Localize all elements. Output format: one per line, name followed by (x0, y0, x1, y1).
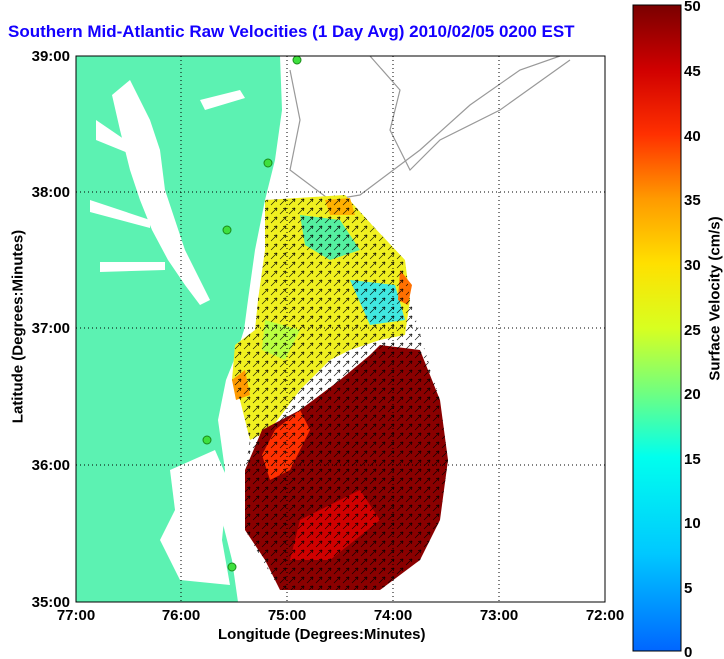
x-tick-label: 72:00 (586, 607, 624, 624)
grid-lines (76, 56, 605, 602)
y-tick-label: 39:00 (32, 48, 70, 65)
y-tick-label: 35:00 (32, 594, 70, 611)
station-marker (222, 225, 232, 235)
y-tick-labels: 39:00 38:00 37:00 36:00 35:00 (32, 48, 70, 611)
x-axis-label: Longitude (Degrees:Minutes) (218, 626, 426, 643)
cb-tick-label: 10 (684, 515, 701, 532)
plot-frame (75, 55, 606, 603)
contour-line (369, 56, 571, 172)
x-tick-label: 75:00 (268, 607, 306, 624)
x-tick-label: 76:00 (162, 607, 200, 624)
station-marker (202, 435, 212, 445)
x-tick-label: 77:00 (57, 607, 95, 624)
plot-title: Southern Mid-Atlantic Raw Velocities (1 … (8, 22, 575, 41)
cb-tick-label: 5 (684, 580, 692, 597)
x-tick-label: 73:00 (480, 607, 518, 624)
pamlico-sound (160, 450, 230, 585)
x-tick-labels: 77:00 76:00 75:00 74:00 73:00 72:00 (57, 607, 624, 624)
y-tick-label: 37:00 (32, 320, 70, 337)
y-axis-label: Latitude (Degrees:Minutes) (9, 229, 27, 424)
y-tick-label: 36:00 (32, 457, 70, 474)
cb-tick-label: 35 (684, 192, 701, 209)
cb-tick-label: 20 (684, 386, 701, 403)
cb-tick-label: 45 (684, 63, 701, 80)
cb-tick-label: 30 (684, 257, 701, 274)
station-marker (227, 562, 237, 572)
cb-tick-label: 15 (684, 451, 701, 468)
station-marker (292, 56, 302, 65)
contour-line (289, 56, 561, 201)
colorbar (632, 4, 682, 652)
cb-tick-label: 0 (684, 644, 692, 659)
cb-tick-label: 25 (684, 322, 701, 339)
cb-tick-label: 40 (684, 128, 701, 145)
station-marker (263, 158, 273, 168)
x-tick-label: 74:00 (374, 607, 412, 624)
colorbar-tick-labels: 50 45 40 35 30 25 20 15 10 5 0 (684, 0, 701, 659)
y-tick-label: 38:00 (32, 184, 70, 201)
land-mass (76, 56, 282, 602)
colorbar-label: Surface Velocity (cm/s) (706, 216, 724, 381)
cb-tick-label: 50 (684, 0, 701, 15)
